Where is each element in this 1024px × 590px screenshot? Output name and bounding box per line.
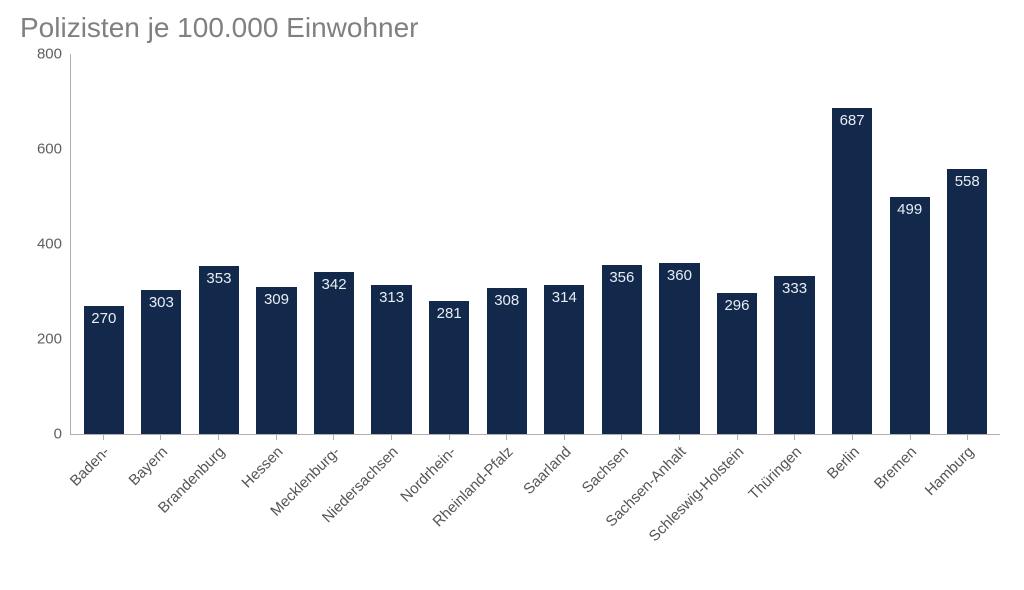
bar-slot: 353	[190, 54, 248, 434]
bar: 313	[371, 285, 411, 434]
bar-value-label: 360	[667, 267, 692, 284]
x-tick-label: Baden-	[67, 442, 115, 490]
plot-wrap: 0200400600800 27030335330934231328130831…	[16, 54, 1008, 574]
bar-slot: 687	[823, 54, 881, 434]
bar-slot: 360	[651, 54, 709, 434]
bar-value-label: 499	[897, 201, 922, 218]
bar-slot: 270	[75, 54, 133, 434]
x-tick-mark	[333, 434, 334, 440]
x-tick-mark	[967, 434, 968, 440]
bar-value-label: 281	[437, 305, 462, 322]
bar: 360	[659, 263, 699, 434]
bar-value-label: 314	[552, 289, 577, 306]
x-tick-mark	[794, 434, 795, 440]
bar-slot: 499	[881, 54, 939, 434]
bar-slot: 314	[536, 54, 594, 434]
bar: 353	[199, 266, 239, 434]
x-tick-mark	[910, 434, 911, 440]
x-tick-mark	[276, 434, 277, 440]
bar-slot: 303	[133, 54, 191, 434]
x-tick-label: Hessen	[238, 442, 287, 491]
bars-group: 270 303 353 309 342 313 281 308 314 356 360 296 333 6…	[71, 54, 1000, 434]
x-tick-label: Berlin	[823, 442, 864, 483]
bar-slot: 309	[248, 54, 306, 434]
bar-value-label: 558	[955, 173, 980, 190]
y-tick-label: 600	[37, 141, 62, 158]
x-tick-mark	[852, 434, 853, 440]
bar-value-label: 270	[91, 310, 116, 327]
bar-slot: 313	[363, 54, 421, 434]
bar-slot: 308	[478, 54, 536, 434]
bar: 333	[774, 276, 814, 434]
x-tick-label: Schleswig-Holstein	[646, 442, 749, 545]
x-tick-label: Hamburg	[922, 442, 979, 499]
y-tick-label: 200	[37, 331, 62, 348]
x-axis-baseline	[70, 434, 1000, 435]
bar: 303	[141, 290, 181, 434]
x-tick-mark	[679, 434, 680, 440]
bar-value-label: 353	[206, 270, 231, 287]
bar: 308	[487, 288, 527, 434]
x-tick-mark	[449, 434, 450, 440]
x-tick-mark	[103, 434, 104, 440]
x-tick-label: Sachsen	[579, 442, 634, 497]
bar: 687	[832, 108, 872, 434]
bar-slot: 296	[708, 54, 766, 434]
y-tick-label: 400	[37, 236, 62, 253]
chart-title: Polizisten je 100.000 Einwohner	[20, 12, 1008, 44]
bar-slot: 333	[766, 54, 824, 434]
bar-slot: 558	[938, 54, 996, 434]
bar: 309	[256, 287, 296, 434]
bar-value-label: 687	[840, 112, 865, 129]
bar: 281	[429, 301, 469, 434]
x-tick-label: Bayern	[125, 442, 172, 489]
bar-slot: 342	[305, 54, 363, 434]
bar-slot: 356	[593, 54, 651, 434]
y-axis: 0200400600800	[16, 54, 70, 574]
x-tick-mark	[391, 434, 392, 440]
bar-value-label: 308	[494, 292, 519, 309]
bar-value-label: 313	[379, 289, 404, 306]
x-tick-label: Saarland	[520, 442, 576, 498]
bar: 558	[947, 169, 987, 434]
x-tick-mark	[218, 434, 219, 440]
bar: 356	[602, 265, 642, 434]
y-tick-label: 800	[37, 46, 62, 63]
chart-container: Polizisten je 100.000 Einwohner 0 200 400 6…	[0, 0, 1024, 590]
bar-value-label: 342	[322, 276, 347, 293]
bar-value-label: 309	[264, 291, 289, 308]
bar: 499	[890, 197, 930, 434]
x-tick-mark	[737, 434, 738, 440]
bar-value-label: 296	[724, 297, 749, 314]
bar: 296	[717, 293, 757, 434]
x-tick-mark	[564, 434, 565, 440]
x-tick-label: Bremen	[871, 442, 922, 493]
x-tick-mark	[506, 434, 507, 440]
bar-value-label: 356	[609, 269, 634, 286]
bar: 314	[544, 285, 584, 434]
bar-slot: 281	[420, 54, 478, 434]
plot-area: 270 303 353 309 342 313 281 308 314 356 360 296 333 6…	[70, 54, 1000, 434]
y-tick-label: 0	[54, 426, 62, 443]
x-tick-label: Thüringen	[745, 442, 806, 503]
bar-value-label: 333	[782, 280, 807, 297]
bar: 342	[314, 272, 354, 434]
x-tick-mark	[621, 434, 622, 440]
x-tick-mark	[160, 434, 161, 440]
bar-value-label: 303	[149, 294, 174, 311]
bar: 270	[84, 306, 124, 434]
